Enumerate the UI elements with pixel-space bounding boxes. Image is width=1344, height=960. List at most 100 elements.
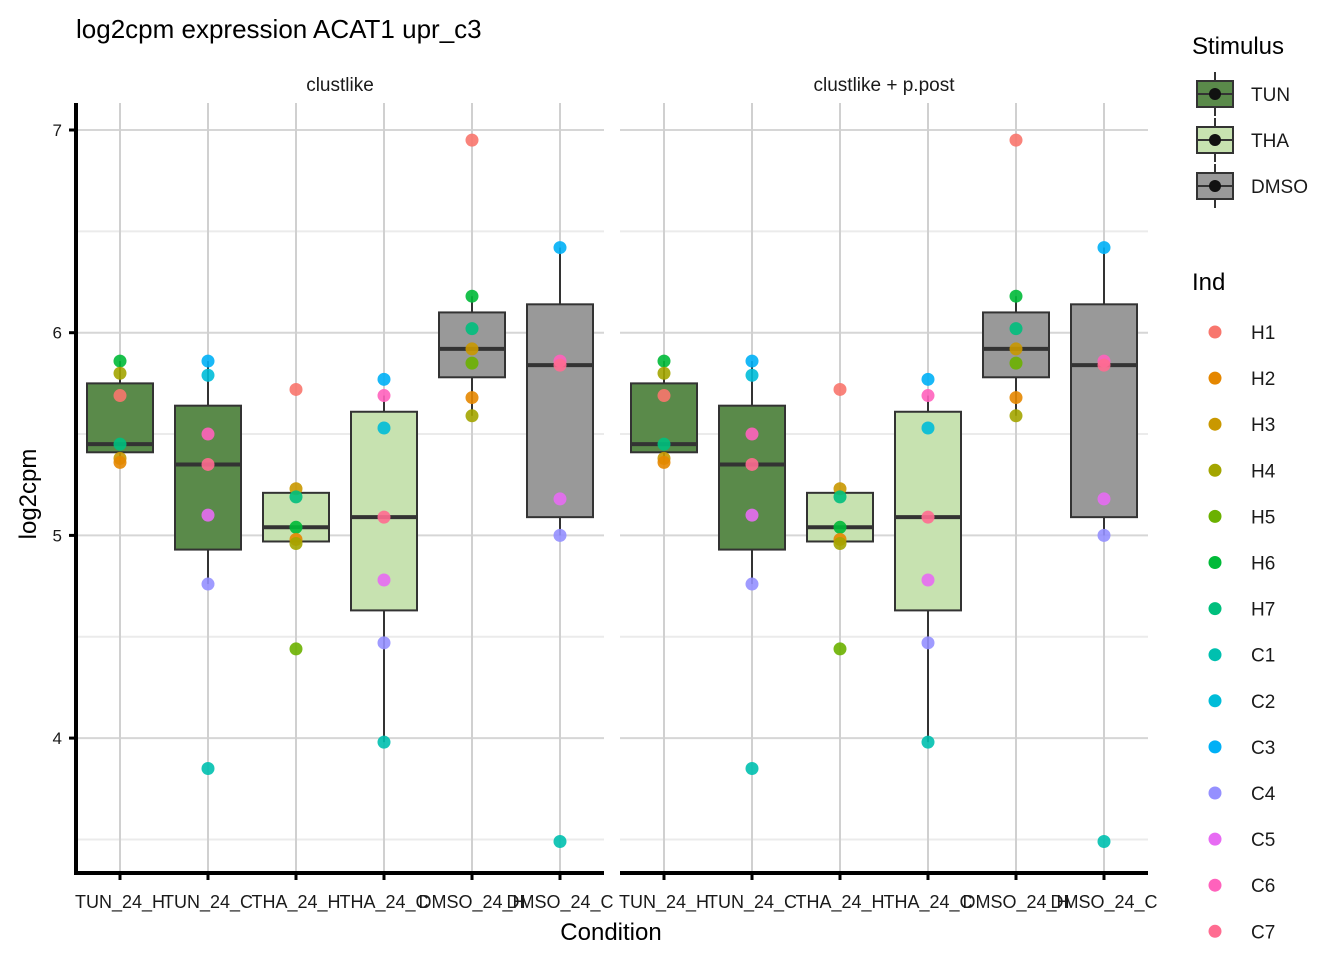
point-H1: [289, 382, 303, 396]
point-C3: [553, 241, 567, 255]
x-tick-label: TUN_24_C: [163, 892, 253, 913]
point-C2: [921, 421, 935, 435]
point-H1: [833, 382, 847, 396]
point-H6: [113, 354, 127, 368]
legend-ind-label: H7: [1251, 600, 1275, 621]
legend-ind-swatch: [1208, 325, 1222, 339]
x-tick-label: THA_24_H: [251, 892, 340, 913]
point-C1: [745, 762, 759, 776]
legend-ind-label: C3: [1251, 738, 1275, 759]
point-C4: [553, 528, 567, 542]
point-C7: [201, 457, 215, 471]
x-tick-label: THA_24_H: [795, 892, 884, 913]
legend-ind-item: C1: [1208, 646, 1275, 667]
point-C4: [201, 577, 215, 591]
point-C4: [377, 636, 391, 650]
legend-ind-label: H6: [1251, 554, 1275, 575]
point-C6: [921, 389, 935, 403]
legend-stimulus-item: DMSO: [1196, 164, 1308, 208]
legend-ind-item: H6: [1208, 554, 1275, 575]
legend-ind-swatch: [1208, 371, 1222, 385]
point-H7: [289, 490, 303, 504]
legend-ind-swatch: [1208, 509, 1222, 523]
legend-ind-swatch: [1208, 602, 1222, 616]
point-C3: [1097, 241, 1111, 255]
legend-ind-swatch: [1208, 694, 1222, 708]
legend-ind-label: C6: [1251, 876, 1275, 897]
box-TUN_24_C: [174, 361, 242, 585]
y-tick-label: 4: [53, 729, 62, 748]
x-tick-label: TUN_24_C: [707, 892, 797, 913]
point-C1: [553, 834, 567, 848]
box-body: [174, 404, 242, 551]
point-C1: [377, 735, 391, 749]
legend-ind-item: H7: [1208, 600, 1275, 621]
legend-ind-swatch: [1208, 924, 1222, 938]
legend-ind-swatch: [1208, 786, 1222, 800]
box-body: [1070, 303, 1138, 519]
facet-panel: clustlike + p.post TUN_24_HTUN_24_CTHA_24…: [619, 75, 1158, 913]
legend-ind-swatch: [1208, 832, 1222, 846]
facet-strip-label: clustlike + p.post: [814, 75, 956, 96]
y-tick-label: 7: [53, 121, 62, 140]
legend-ind-label: H5: [1251, 507, 1275, 528]
point-H2: [113, 455, 127, 469]
point-H4: [113, 366, 127, 380]
point-C1: [921, 735, 935, 749]
legend-ind-label: C2: [1251, 692, 1275, 713]
point-C6: [377, 389, 391, 403]
point-H6: [833, 520, 847, 534]
point-C7: [745, 457, 759, 471]
legend-ind-item: H5: [1208, 507, 1275, 528]
point-H6: [1009, 289, 1023, 303]
point-H7: [657, 437, 671, 451]
point-H5: [465, 356, 479, 370]
legend-ind-item: C3: [1208, 738, 1275, 759]
point-C5: [921, 573, 935, 587]
legend-key-point: [1209, 88, 1221, 100]
point-C7: [377, 510, 391, 524]
point-C3: [201, 354, 215, 368]
point-C5: [377, 573, 391, 587]
point-C3: [921, 372, 935, 386]
point-C5: [745, 508, 759, 522]
point-H6: [289, 520, 303, 534]
legend-ind-swatch: [1208, 740, 1222, 754]
point-H6: [465, 289, 479, 303]
chart-title: log2cpm expression ACAT1 upr_c3: [76, 14, 482, 44]
x-axis-label: Condition: [560, 919, 661, 946]
legend-ind-item: C6: [1208, 876, 1275, 897]
legend-stimulus-label: THA: [1251, 131, 1289, 152]
legend-ind-item: H3: [1208, 415, 1275, 436]
legend-ind-item: H1: [1208, 323, 1275, 344]
point-H1: [1009, 133, 1023, 147]
legend-stimulus-item: TUN: [1196, 72, 1290, 116]
x-tick-label: DMSO_24_H: [418, 892, 525, 913]
legend-stimulus: Stimulus TUN THA DMSO: [1192, 33, 1308, 208]
legend-ind-item: C4: [1208, 784, 1276, 805]
legend-ind-item: C2: [1208, 692, 1275, 713]
legend-key-point: [1209, 180, 1221, 192]
point-C6: [201, 427, 215, 441]
point-C2: [377, 421, 391, 435]
point-H5: [833, 642, 847, 656]
x-tick-label: DMSO_24_C: [1050, 892, 1157, 913]
point-C3: [745, 354, 759, 368]
point-H5: [289, 642, 303, 656]
legend-stimulus-label: DMSO: [1251, 177, 1308, 198]
legend-ind-item: C7: [1208, 922, 1275, 943]
point-H3: [1009, 342, 1023, 356]
legend-ind-label: C4: [1251, 784, 1276, 805]
point-H6: [657, 354, 671, 368]
box-body: [718, 404, 786, 551]
x-tick-label: DMSO_24_C: [506, 892, 613, 913]
y-tick-label: 6: [53, 324, 62, 343]
legend-ind-label: C7: [1251, 922, 1275, 943]
point-C1: [201, 762, 215, 776]
x-tick-label: TUN_24_H: [619, 892, 709, 913]
point-C5: [1097, 492, 1111, 506]
point-H4: [657, 366, 671, 380]
point-H1: [113, 389, 127, 403]
box-TUN_24_C: [718, 361, 786, 585]
